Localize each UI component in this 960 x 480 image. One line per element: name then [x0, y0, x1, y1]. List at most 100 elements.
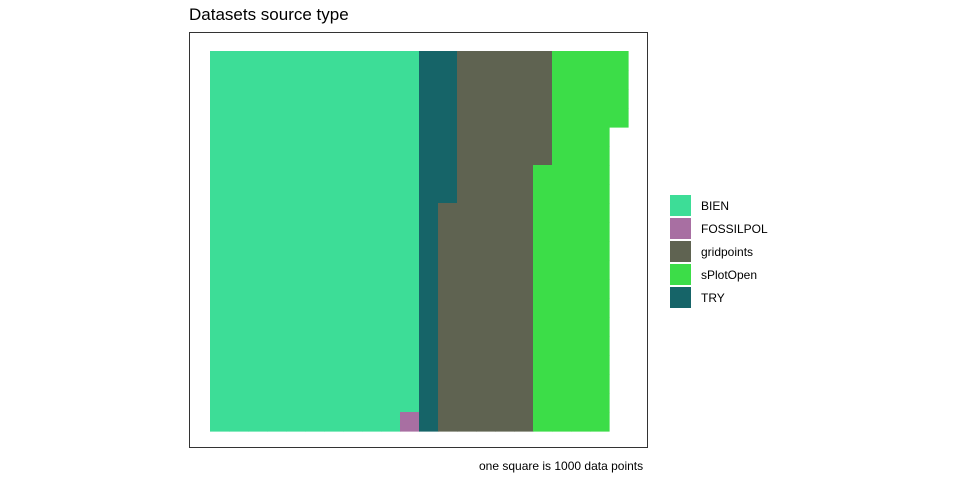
waffle-square-gridpoints: [495, 165, 515, 185]
waffle-square-bien: [324, 374, 344, 394]
waffle-square-gridpoints: [476, 412, 496, 432]
waffle-square-bien: [210, 393, 230, 413]
waffle-square-bien: [248, 184, 268, 204]
waffle-square-gridpoints: [457, 184, 477, 204]
waffle-square-bien: [229, 51, 249, 71]
waffle-square-bien: [229, 203, 249, 223]
waffle-square-gridpoints: [476, 336, 496, 356]
waffle-square-bien: [381, 412, 401, 432]
waffle-square-gridpoints: [514, 260, 534, 280]
waffle-square-gridpoints: [495, 89, 515, 109]
waffle-square-gridpoints: [533, 89, 553, 109]
waffle-square-splotopen: [571, 317, 591, 337]
waffle-square-try: [419, 412, 439, 432]
waffle-square-bien: [324, 146, 344, 166]
waffle-square-gridpoints: [495, 51, 515, 71]
waffle-square-bien: [324, 298, 344, 318]
waffle-square-bien: [381, 317, 401, 337]
waffle-square-try: [419, 355, 439, 375]
waffle-square-try: [419, 298, 439, 318]
waffle-square-gridpoints: [476, 374, 496, 394]
waffle-square-bien: [267, 279, 287, 299]
waffle-square-bien: [210, 146, 230, 166]
waffle-square-bien: [343, 241, 363, 261]
waffle-square-bien: [248, 89, 268, 109]
waffle-square-splotopen: [552, 241, 572, 261]
waffle-square-gridpoints: [457, 355, 477, 375]
waffle-square-bien: [286, 260, 306, 280]
waffle-square-bien: [248, 51, 268, 71]
waffle-square-bien: [248, 279, 268, 299]
waffle-square-splotopen: [590, 317, 610, 337]
waffle-square-try: [419, 279, 439, 299]
waffle-square-try: [419, 260, 439, 280]
waffle-square-bien: [248, 146, 268, 166]
waffle-square-try: [438, 127, 458, 147]
waffle-square-gridpoints: [457, 203, 477, 223]
waffle-square-try: [419, 393, 439, 413]
waffle-square-bien: [343, 374, 363, 394]
waffle-square-splotopen: [571, 51, 591, 71]
waffle-square-bien: [267, 317, 287, 337]
waffle-square-bien: [381, 165, 401, 185]
waffle-square-bien: [324, 165, 344, 185]
waffle-square-bien: [305, 241, 325, 261]
waffle-square-bien: [362, 298, 382, 318]
waffle-square-bien: [305, 165, 325, 185]
waffle-square-bien: [362, 127, 382, 147]
waffle-square-bien: [305, 317, 325, 337]
waffle-square-bien: [400, 146, 420, 166]
waffle-square-splotopen: [552, 260, 572, 280]
waffle-square-bien: [286, 241, 306, 261]
waffle-square-splotopen: [590, 203, 610, 223]
waffle-square-gridpoints: [514, 241, 534, 261]
waffle-square-bien: [229, 355, 249, 375]
waffle-square-bien: [400, 355, 420, 375]
waffle-square-bien: [248, 298, 268, 318]
waffle-square-bien: [381, 184, 401, 204]
waffle-square-splotopen: [590, 412, 610, 432]
waffle-square-splotopen: [571, 241, 591, 261]
waffle-square-bien: [267, 70, 287, 90]
waffle-square-gridpoints: [495, 241, 515, 261]
waffle-square-gridpoints: [476, 127, 496, 147]
waffle-square-gridpoints: [495, 222, 515, 242]
waffle-square-gridpoints: [438, 203, 458, 223]
waffle-square-gridpoints: [457, 298, 477, 318]
waffle-square-bien: [381, 336, 401, 356]
waffle-square-gridpoints: [514, 51, 534, 71]
waffle-square-splotopen: [571, 127, 591, 147]
waffle-square-splotopen: [609, 70, 629, 90]
waffle-square-splotopen: [590, 127, 610, 147]
waffle-grid: [210, 51, 629, 432]
waffle-square-gridpoints: [495, 279, 515, 299]
waffle-square-splotopen: [571, 89, 591, 109]
waffle-square-bien: [400, 298, 420, 318]
waffle-square-bien: [229, 412, 249, 432]
waffle-square-splotopen: [609, 108, 629, 128]
waffle-square-gridpoints: [476, 51, 496, 71]
waffle-square-bien: [324, 393, 344, 413]
waffle-square-bien: [400, 108, 420, 128]
waffle-square-bien: [362, 317, 382, 337]
waffle-square-bien: [343, 165, 363, 185]
waffle-square-try: [438, 108, 458, 128]
waffle-square-gridpoints: [514, 393, 534, 413]
waffle-square-splotopen: [552, 70, 572, 90]
waffle-square-bien: [305, 393, 325, 413]
waffle-square-try: [419, 89, 439, 109]
waffle-square-bien: [286, 165, 306, 185]
waffle-square-splotopen: [552, 146, 572, 166]
waffle-square-bien: [286, 108, 306, 128]
waffle-square-bien: [286, 374, 306, 394]
waffle-square-bien: [286, 89, 306, 109]
waffle-square-bien: [305, 222, 325, 242]
waffle-square-bien: [210, 355, 230, 375]
waffle-square-gridpoints: [514, 355, 534, 375]
waffle-square-try: [419, 108, 439, 128]
waffle-square-bien: [210, 336, 230, 356]
waffle-square-gridpoints: [457, 165, 477, 185]
waffle-square-gridpoints: [533, 70, 553, 90]
waffle-square-gridpoints: [457, 51, 477, 71]
waffle-square-bien: [286, 51, 306, 71]
